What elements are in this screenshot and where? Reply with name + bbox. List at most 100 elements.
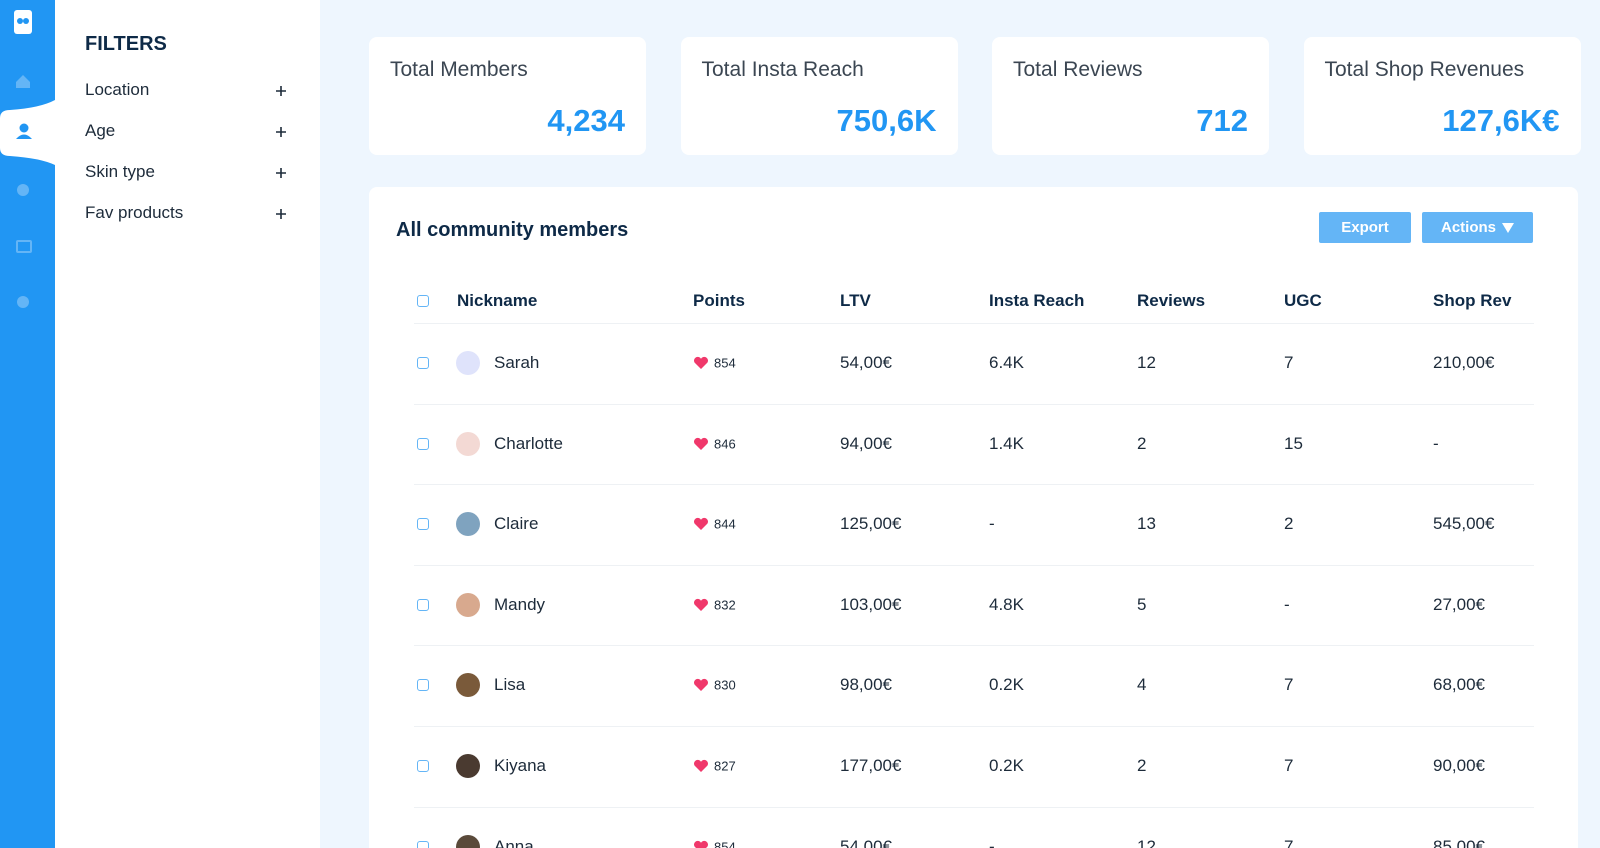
points-icon xyxy=(693,517,709,536)
row-divider xyxy=(414,323,1534,324)
cell: 0.2K xyxy=(989,675,1024,695)
expand-icon xyxy=(275,125,287,143)
column-header: Shop Rev xyxy=(1433,291,1512,310)
points: 854 xyxy=(714,355,736,371)
cell: - xyxy=(989,836,995,848)
nav-rail xyxy=(0,0,55,848)
cell: 90,00€ xyxy=(1433,756,1485,775)
cell: 545,00€ xyxy=(1433,514,1495,534)
nickname[interactable]: Charlotte xyxy=(494,433,563,453)
cell: 5 xyxy=(1137,594,1147,614)
stat-label: Total Shop Revenues xyxy=(1324,58,1525,81)
nickname[interactable]: Mandy xyxy=(494,594,546,614)
checkbox[interactable] xyxy=(417,295,429,307)
filter-item[interactable]: Skin type xyxy=(85,162,155,181)
stat-value: 750,6K xyxy=(836,103,937,138)
nickname[interactable]: Lisa xyxy=(494,675,526,695)
checkbox[interactable] xyxy=(417,437,429,450)
expand-icon xyxy=(275,84,287,102)
heart-icon xyxy=(694,437,708,450)
nickname[interactable]: Claire xyxy=(494,514,539,534)
nickname[interactable]: Sarah xyxy=(494,353,540,372)
table-title: All community members xyxy=(396,219,629,241)
cell: 27,00€ xyxy=(1433,594,1485,614)
points: 846 xyxy=(714,436,736,452)
avatar xyxy=(456,673,480,698)
points: 854 xyxy=(714,839,736,848)
stat-value: 4,234 xyxy=(547,103,625,138)
column-header: LTV xyxy=(840,291,871,310)
filter-item[interactable]: Location xyxy=(85,80,150,99)
cell: 177,00€ xyxy=(840,756,902,775)
column-header: UGC xyxy=(1284,291,1322,310)
cell: 7 xyxy=(1284,756,1294,775)
cell: 98,00€ xyxy=(840,675,892,695)
cell: 125,00€ xyxy=(840,514,902,534)
heart-icon xyxy=(694,356,708,369)
cell: 15 xyxy=(1284,433,1303,453)
cell: 4 xyxy=(1137,675,1147,695)
checkbox[interactable] xyxy=(417,679,429,692)
cell: 94,00€ xyxy=(840,433,892,453)
row-divider xyxy=(414,645,1534,647)
cell: 13 xyxy=(1137,514,1156,534)
export-button[interactable]: Export xyxy=(1319,212,1411,243)
column-header: Reviews xyxy=(1137,291,1206,310)
cell: 210,00€ xyxy=(1433,353,1495,372)
actions-button[interactable]: Actions xyxy=(1422,212,1533,243)
cell: 1.4K xyxy=(989,433,1024,453)
checkbox[interactable] xyxy=(417,840,429,848)
filter-item[interactable]: Age xyxy=(85,121,116,140)
stat-label: Total Insta Reach xyxy=(701,58,864,81)
row-divider xyxy=(414,403,1534,405)
cell: - xyxy=(1433,433,1439,453)
cell: 103,00€ xyxy=(840,594,902,614)
avatar xyxy=(456,592,480,617)
row-divider xyxy=(414,484,1534,486)
checkbox[interactable] xyxy=(417,357,429,369)
cell: 7 xyxy=(1284,836,1294,848)
points: 832 xyxy=(714,597,736,613)
cell: 12 xyxy=(1137,836,1156,848)
cell: 54,00€ xyxy=(840,353,892,372)
cell: 4.8K xyxy=(989,594,1024,614)
members-card: All community members Export Actions Nic… xyxy=(369,187,1578,848)
points-icon xyxy=(693,356,709,375)
stat-value: 712 xyxy=(1196,103,1248,138)
nickname[interactable]: Kiyana xyxy=(494,756,546,775)
cell: 2 xyxy=(1137,433,1147,453)
checkbox[interactable] xyxy=(417,598,429,611)
cell: - xyxy=(1284,594,1290,614)
nickname[interactable]: Anna xyxy=(494,836,534,848)
avatar xyxy=(456,754,480,778)
points-icon xyxy=(693,840,709,848)
heart-icon xyxy=(694,679,708,692)
points: 844 xyxy=(714,516,736,532)
points-icon xyxy=(693,598,709,617)
points: 830 xyxy=(714,677,736,693)
stat-label: Total Reviews xyxy=(1013,58,1143,81)
row-divider xyxy=(414,726,1534,727)
heart-icon xyxy=(694,518,708,531)
plus-icon xyxy=(276,168,286,178)
filters-title: FILTERS xyxy=(85,33,167,55)
cell: 0.2K xyxy=(989,756,1024,775)
button-label: Export xyxy=(1341,219,1389,236)
expand-icon xyxy=(275,166,287,184)
cell: 7 xyxy=(1284,353,1294,372)
column-header: Insta Reach xyxy=(989,291,1085,310)
avatar xyxy=(456,512,480,537)
checkbox[interactable] xyxy=(417,760,429,772)
avatar xyxy=(456,351,480,375)
row-divider xyxy=(414,806,1534,808)
heart-icon xyxy=(694,840,708,848)
avatar xyxy=(456,431,480,456)
stat-card: Total Reviews 712 xyxy=(992,37,1269,155)
checkbox[interactable] xyxy=(417,518,429,531)
cell: 12 xyxy=(1137,353,1156,372)
filter-item[interactable]: Fav products xyxy=(85,203,184,222)
filter-panel: FILTERS Location Age Skin type Fav products xyxy=(55,0,320,848)
stat-card: Total Insta Reach 750,6K xyxy=(680,37,958,155)
stat-card: Total Members 4,234 xyxy=(369,37,646,155)
column-header: Points xyxy=(693,291,745,310)
